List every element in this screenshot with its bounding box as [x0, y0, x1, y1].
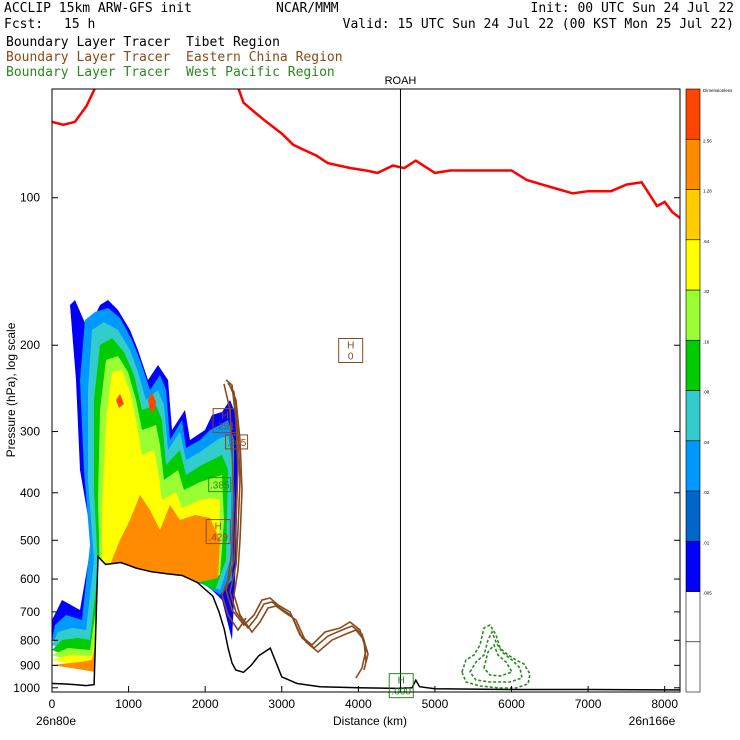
colorbar-swatch [685, 138, 701, 190]
terrain-mask [52, 556, 680, 692]
colorbar-label: .32 [703, 289, 710, 294]
colorbar-swatch [685, 189, 701, 241]
west-pacific-contour-2 [469, 630, 523, 683]
colorbar-label: .02 [703, 490, 710, 495]
x-tick-label: 2000 [192, 697, 219, 711]
colorbar-swatch [685, 440, 701, 492]
west-pacific-contour-3 [483, 643, 514, 677]
high-box-label: H [215, 522, 222, 533]
colorbar-swatch [685, 339, 701, 391]
high-box-label: H [347, 340, 354, 351]
fcst-label: Fcst: [4, 17, 44, 32]
high-box: .305 [225, 434, 249, 450]
colorbar-swatch [685, 641, 701, 693]
colorbar-label: 2.56 [703, 138, 712, 143]
high-box: H.429 [205, 519, 231, 545]
eastern-china-contour-4 [221, 383, 247, 632]
roah-label: ROAH [385, 75, 417, 87]
x-tick-label: 7000 [575, 697, 602, 711]
y-axis: 100 200 300 400 500 600 700 800 900 1000 [13, 191, 680, 695]
west-pacific-contour-1 [461, 623, 531, 689]
terrain-line [52, 554, 680, 691]
colorbar-label: .04 [703, 440, 710, 445]
eastern-china-contours [221, 379, 369, 679]
x-tick-label: 0 [49, 697, 56, 711]
high-box-value: .305 [227, 438, 247, 449]
colorbar-swatch [685, 239, 701, 291]
west-pacific-contours [461, 623, 531, 689]
org-label: NCAR/MMM [276, 1, 339, 16]
high-box: H.291 [212, 408, 238, 434]
endpoint-right: 26n166e [629, 714, 676, 728]
colorbar-label: .005 [703, 591, 712, 596]
y-tick-label: 900 [20, 658, 40, 672]
x-tick-label: 8000 [651, 697, 678, 711]
colorbar-label: 1.28 [703, 189, 712, 194]
high-box-label: H [221, 411, 228, 422]
x-tick-label: 1000 [115, 697, 142, 711]
x-axis-label: Distance (km) [333, 714, 407, 728]
model-title: ACCLIP 15km ARW-GFS init [4, 1, 192, 16]
colorbar-swatch [685, 490, 701, 542]
fcst-value: 15 h [64, 17, 96, 32]
legend-eastern-china: Boundary Layer Tracer Eastern China Regi… [6, 50, 343, 65]
high-box-value: .429 [208, 533, 228, 544]
y-tick-label: 100 [20, 191, 40, 205]
endpoint-left: 26n80e [36, 714, 76, 728]
y-tick-label: 300 [20, 425, 40, 439]
high-box-value: .291 [215, 422, 235, 433]
eastern-china-contour-1 [225, 379, 367, 679]
eastern-china-contour-3 [229, 385, 367, 663]
colorbar-swatch [685, 289, 701, 341]
colorbar-label: Dimensionless [703, 88, 733, 93]
tropopause-line [52, 89, 680, 219]
shading-orange [52, 495, 220, 672]
colorbar-label: .08 [703, 390, 710, 395]
y-tick-label: 1000 [13, 681, 40, 695]
x-tick-label: 5000 [422, 697, 449, 711]
colorbar-label: .01 [703, 540, 710, 545]
colorbar-swatch [685, 390, 701, 442]
high-box-value: 0 [348, 351, 354, 362]
y-tick-label: 700 [20, 605, 40, 619]
colorbar-swatch [685, 88, 701, 140]
y-axis-label: Pressure (hPa), log scale [4, 322, 18, 457]
y-tick-label: 200 [20, 338, 40, 352]
valid-time: Valid: 15 UTC Sun 24 Jul 22 (00 KST Mon … [342, 17, 734, 32]
y-tick-label: 500 [20, 533, 40, 547]
legend-west-pacific: Boundary Layer Tracer West Pacific Regio… [6, 65, 335, 80]
y-tick-label: 600 [20, 572, 40, 586]
legend-tibet: Boundary Layer Tracer Tibet Region [6, 35, 280, 50]
colorbar-label: .64 [703, 239, 710, 244]
shading-red-patch-2 [116, 394, 124, 408]
init-time: Init: 00 UTC Sun 24 Jul 22 [530, 1, 735, 16]
x-axis: 0 1000 2000 3000 4000 5000 6000 7000 8000 [49, 686, 678, 711]
x-tick-label: 4000 [345, 697, 372, 711]
shading-red-patch [148, 392, 156, 412]
y-tick-label: 400 [20, 486, 40, 500]
x-tick-label: 3000 [268, 697, 295, 711]
high-box-value: .385 [210, 481, 230, 492]
colorbar-label: .16 [703, 339, 710, 344]
eastern-china-contour-2 [227, 382, 369, 671]
high-box-label: H [398, 676, 405, 687]
x-tick-label: 6000 [498, 697, 525, 711]
colorbar-swatch [685, 540, 701, 592]
high-box: H.000 [388, 673, 414, 699]
plot-frame [51, 88, 681, 693]
colorbar: .005 .01 .02 .04 .08 .16 .32 .64 1.28 2.56 Dimensi… [685, 88, 733, 693]
colorbar-swatch [685, 591, 701, 643]
high-box: H0 [338, 337, 364, 363]
y-tick-label: 800 [20, 633, 40, 647]
high-box: .385 [208, 477, 232, 493]
